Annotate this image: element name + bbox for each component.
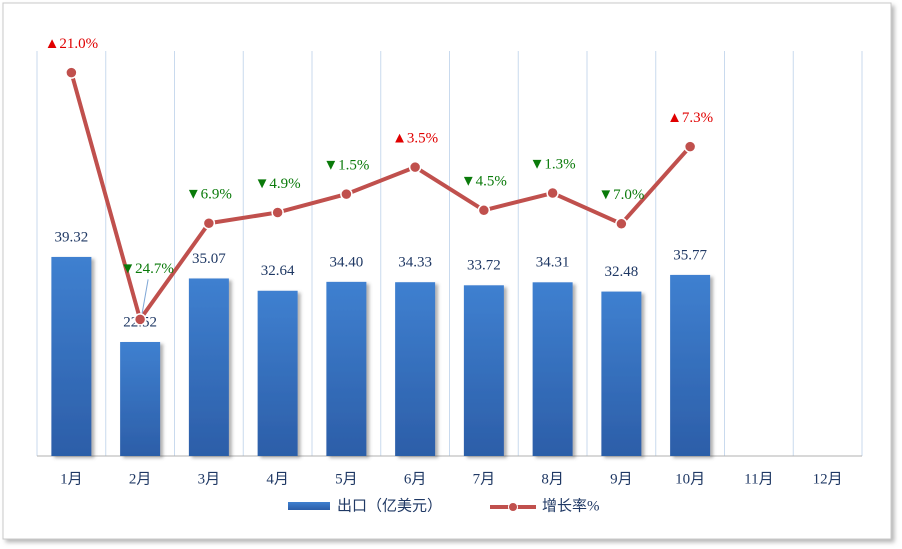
x-tick-label: 2月 [129, 471, 152, 487]
legend: 出口（亿美元） 增长率% [288, 497, 600, 514]
line-value-label: ▲3.5% [392, 131, 438, 147]
bar-value-label: 35.07 [192, 251, 226, 267]
line-value-label: ▲21.0% [45, 36, 99, 52]
line-marker [615, 217, 628, 231]
line-value-label: ▼24.7% [120, 261, 174, 277]
x-tick-label: 11月 [744, 471, 773, 487]
bar [463, 285, 504, 456]
line-marker [202, 217, 216, 230]
x-tick-label: 4月 [266, 471, 289, 487]
bar-value-label: 34.31 [536, 255, 570, 271]
legend-label: 出口（亿美元） [337, 497, 442, 514]
line-value-label: ▼1.5% [323, 158, 369, 174]
x-tick-label: 6月 [404, 471, 427, 487]
x-tick-label: 5月 [335, 471, 358, 487]
line-marker [133, 313, 147, 326]
line-marker [477, 204, 491, 217]
bar [326, 281, 367, 456]
x-tick-label: 8月 [541, 471, 564, 487]
bar-value-label: 39.32 [55, 229, 89, 245]
x-tick-label: 10月 [675, 471, 705, 487]
line-marker [340, 187, 353, 201]
bar-value-label: 33.72 [467, 258, 501, 274]
line [69, 72, 692, 322]
bar-value-label: 34.40 [330, 254, 364, 270]
line-value-label: ▲7.3% [667, 110, 713, 126]
line-marker [65, 66, 78, 79]
x-tick-label: 9月 [610, 471, 633, 487]
bar [395, 282, 436, 456]
legend-swatch-bar [288, 502, 330, 510]
legend-swatch-marker [508, 502, 518, 512]
leader-line [141, 279, 149, 314]
bar [257, 290, 298, 456]
bar [670, 274, 711, 456]
bar [532, 282, 573, 456]
bar [601, 291, 642, 456]
line-value-label: ▼6.9% [186, 187, 232, 203]
x-tick-label: 1月 [60, 471, 83, 487]
line-value-label: ▼7.0% [598, 187, 644, 203]
bar-value-label: 32.48 [605, 264, 639, 280]
line-value-label: ▼4.9% [255, 176, 301, 192]
x-tick-label: 3月 [198, 471, 221, 487]
legend-label: 增长率% [542, 497, 600, 514]
line-value-label: ▼4.5% [461, 174, 507, 190]
x-tick-label: 7月 [473, 471, 496, 487]
line-value-label: ▼1.3% [530, 156, 576, 172]
x-tick-label: 12月 [813, 471, 843, 487]
line-marker [271, 206, 284, 219]
bar [188, 278, 229, 456]
bar-value-label: 34.33 [398, 255, 432, 271]
bar [51, 256, 92, 456]
line-marker [546, 186, 559, 200]
bar-value-label: 35.77 [673, 247, 707, 263]
line-marker [683, 140, 697, 153]
bar-value-label: 32.64 [261, 263, 295, 279]
line-marker [408, 160, 422, 174]
bar [120, 341, 161, 456]
